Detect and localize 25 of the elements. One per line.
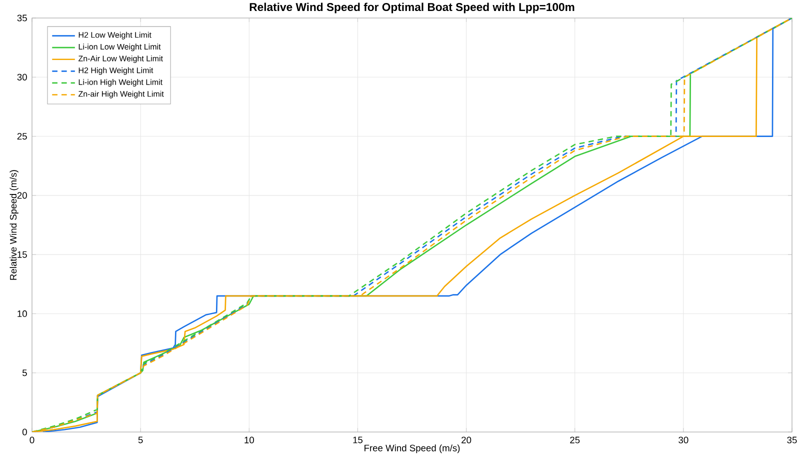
y-tick-label: 5 — [22, 370, 27, 376]
x-axis-title: Free Wind Speed (m/s) — [364, 444, 460, 454]
legend-label: Li-ion High Weight Limit — [78, 79, 162, 87]
y-tick-label: 20 — [17, 192, 27, 199]
legend-label: Zn-air High Weight Limit — [78, 90, 164, 98]
x-tick-label: 10 — [244, 436, 254, 444]
legend-label: H2 High Weight Limit — [78, 67, 154, 75]
y-tick-label: 30 — [17, 74, 27, 80]
y-axis-title: Relative Wind Speed (m/s) — [10, 170, 18, 280]
legend-label: Li-ion Low Weight Limit — [78, 44, 161, 52]
x-tick-label: 5 — [138, 436, 143, 444]
y-tick-label: 25 — [17, 133, 27, 140]
x-tick-label: 15 — [353, 436, 363, 444]
x-tick-label: 20 — [462, 436, 472, 444]
legend-label: H2 Low Weight Limit — [78, 32, 152, 40]
chart-title: Relative Wind Speed for Optimal Boat Speed with Lpp=100m — [250, 2, 574, 14]
y-tick-label: 15 — [18, 251, 27, 258]
x-tick-label: 35 — [787, 436, 797, 444]
y-tick-label: 35 — [17, 14, 27, 22]
y-tick-label: 10 — [18, 310, 27, 318]
x-tick-label: 30 — [678, 436, 688, 444]
legend-label: Zn-Air Low Weight Limit — [78, 55, 163, 63]
x-tick-label: 25 — [570, 436, 580, 444]
x-tick-label: 0 — [30, 436, 34, 444]
y-tick-label: 0 — [22, 428, 27, 436]
